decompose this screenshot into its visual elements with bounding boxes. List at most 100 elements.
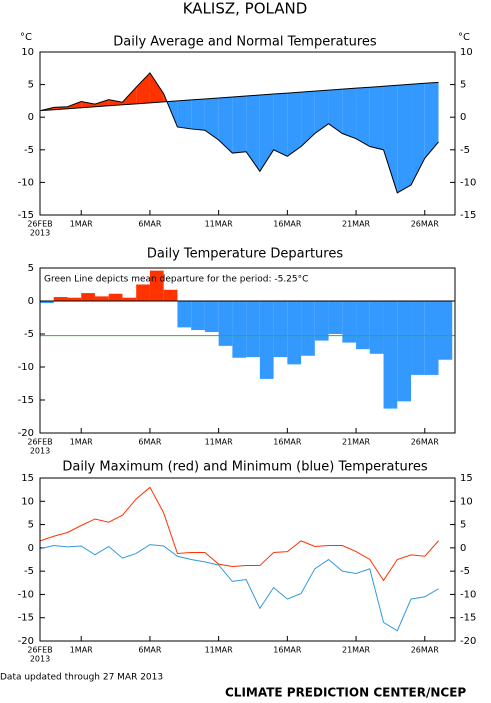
bar — [259, 301, 274, 379]
x-tick-label: 21MAR — [342, 220, 371, 229]
panel-title: Daily Average and Normal Temperatures — [113, 35, 377, 50]
footer-note: Data updated through 27 MAR 2013 — [0, 673, 163, 683]
bar — [246, 301, 260, 358]
y-tick-label: -5 — [24, 566, 34, 577]
departure-area — [246, 95, 260, 172]
bar — [53, 297, 68, 301]
y-tick-label: -5 — [24, 329, 34, 340]
bar — [94, 296, 109, 301]
series-line — [39, 544, 439, 632]
y-tick-label: 5 — [28, 80, 34, 91]
y-unit: °C — [458, 32, 470, 43]
departure-area — [301, 91, 315, 147]
y-tick-label: -15 — [460, 613, 476, 624]
y-tick-label: 5 — [460, 520, 466, 531]
x-tick-label: 26FEB — [27, 646, 52, 655]
y-tick-label: -20 — [18, 636, 34, 647]
departure-area — [397, 84, 412, 193]
departure-area — [149, 72, 164, 103]
bar — [383, 301, 398, 409]
y-tick-label: -10 — [18, 589, 34, 600]
panel-title: Daily Maximum (red) and Minimum (blue) T… — [62, 460, 427, 475]
departure-area — [273, 93, 288, 157]
y-tick-label: 5 — [28, 520, 34, 531]
departure-area — [424, 82, 439, 159]
x-tick-label: 11MAR — [205, 438, 234, 447]
panel-title: Daily Temperature Departures — [147, 247, 343, 262]
bar — [218, 301, 233, 346]
x-tick-label: 11MAR — [205, 220, 234, 229]
departure-area — [356, 87, 370, 147]
bar — [204, 301, 219, 333]
x-tick-label: 16MAR — [273, 438, 302, 447]
x-tick-label: 1MAR — [70, 646, 93, 655]
y-tick-label: -5 — [460, 566, 470, 577]
normal-line — [39, 81, 439, 112]
departure-area — [287, 92, 302, 157]
bar — [411, 301, 425, 375]
annotation: Green Line depicts mean departure for th… — [44, 275, 308, 285]
bar — [424, 301, 439, 375]
x-tick-label: 21MAR — [342, 438, 371, 447]
bar — [369, 301, 384, 354]
bar — [314, 301, 329, 341]
bar — [81, 293, 95, 301]
bar — [438, 301, 453, 360]
x-tick-label: 1MAR — [70, 438, 93, 447]
x-tick-label: 6MAR — [138, 646, 161, 655]
departure-area — [81, 101, 95, 108]
y-tick-label: -10 — [18, 177, 34, 188]
bar — [342, 301, 357, 343]
departure-area — [204, 97, 219, 141]
y-tick-label: 10 — [460, 496, 473, 507]
y-tick-label: -15 — [18, 395, 34, 406]
plot-frame — [39, 477, 456, 642]
departure-area — [328, 89, 343, 134]
y-tick-label: 5 — [28, 263, 34, 274]
departure-area — [218, 96, 233, 154]
bar — [356, 301, 370, 350]
bar — [273, 301, 288, 358]
y-tick-label: -15 — [460, 210, 476, 221]
bar — [40, 301, 54, 303]
y-tick-label: 15 — [21, 473, 34, 484]
x-tick-label: 26MAR — [411, 646, 440, 655]
departure-area — [259, 94, 274, 172]
plot-frame — [39, 51, 456, 216]
x-year-label: 2013 — [30, 447, 50, 456]
y-tick-label: 10 — [460, 47, 473, 58]
departure-area — [177, 99, 192, 129]
series-line — [39, 486, 439, 582]
y-tick-label: 0 — [460, 543, 466, 554]
page-title: KALISZ, POLAND — [183, 0, 308, 18]
x-tick-label: 26MAR — [411, 438, 440, 447]
bar — [328, 301, 343, 334]
y-unit: °C — [20, 32, 32, 43]
bar — [67, 297, 82, 301]
y-tick-label: 0 — [28, 112, 34, 123]
y-tick-label: -10 — [18, 362, 34, 373]
y-tick-label: -20 — [460, 636, 476, 647]
departure-area — [94, 99, 109, 107]
y-tick-label: -20 — [18, 428, 34, 439]
plot-frame — [39, 267, 456, 434]
x-tick-label: 6MAR — [138, 438, 161, 447]
departure-area — [191, 98, 205, 131]
x-year-label: 2013 — [30, 229, 50, 238]
x-tick-label: 11MAR — [205, 646, 234, 655]
y-tick-label: -10 — [460, 589, 476, 600]
bar — [191, 301, 205, 331]
bar — [122, 297, 137, 301]
bar — [232, 301, 247, 358]
departure-area — [342, 88, 357, 139]
y-tick-label: -15 — [18, 613, 34, 624]
y-tick-label: 0 — [28, 543, 34, 554]
departure-area — [411, 83, 425, 186]
bar — [301, 301, 315, 356]
bar — [136, 284, 150, 301]
departure-area — [232, 96, 247, 154]
x-tick-label: 16MAR — [273, 646, 302, 655]
y-tick-label: 10 — [21, 47, 34, 58]
x-tick-label: 26FEB — [27, 220, 52, 229]
